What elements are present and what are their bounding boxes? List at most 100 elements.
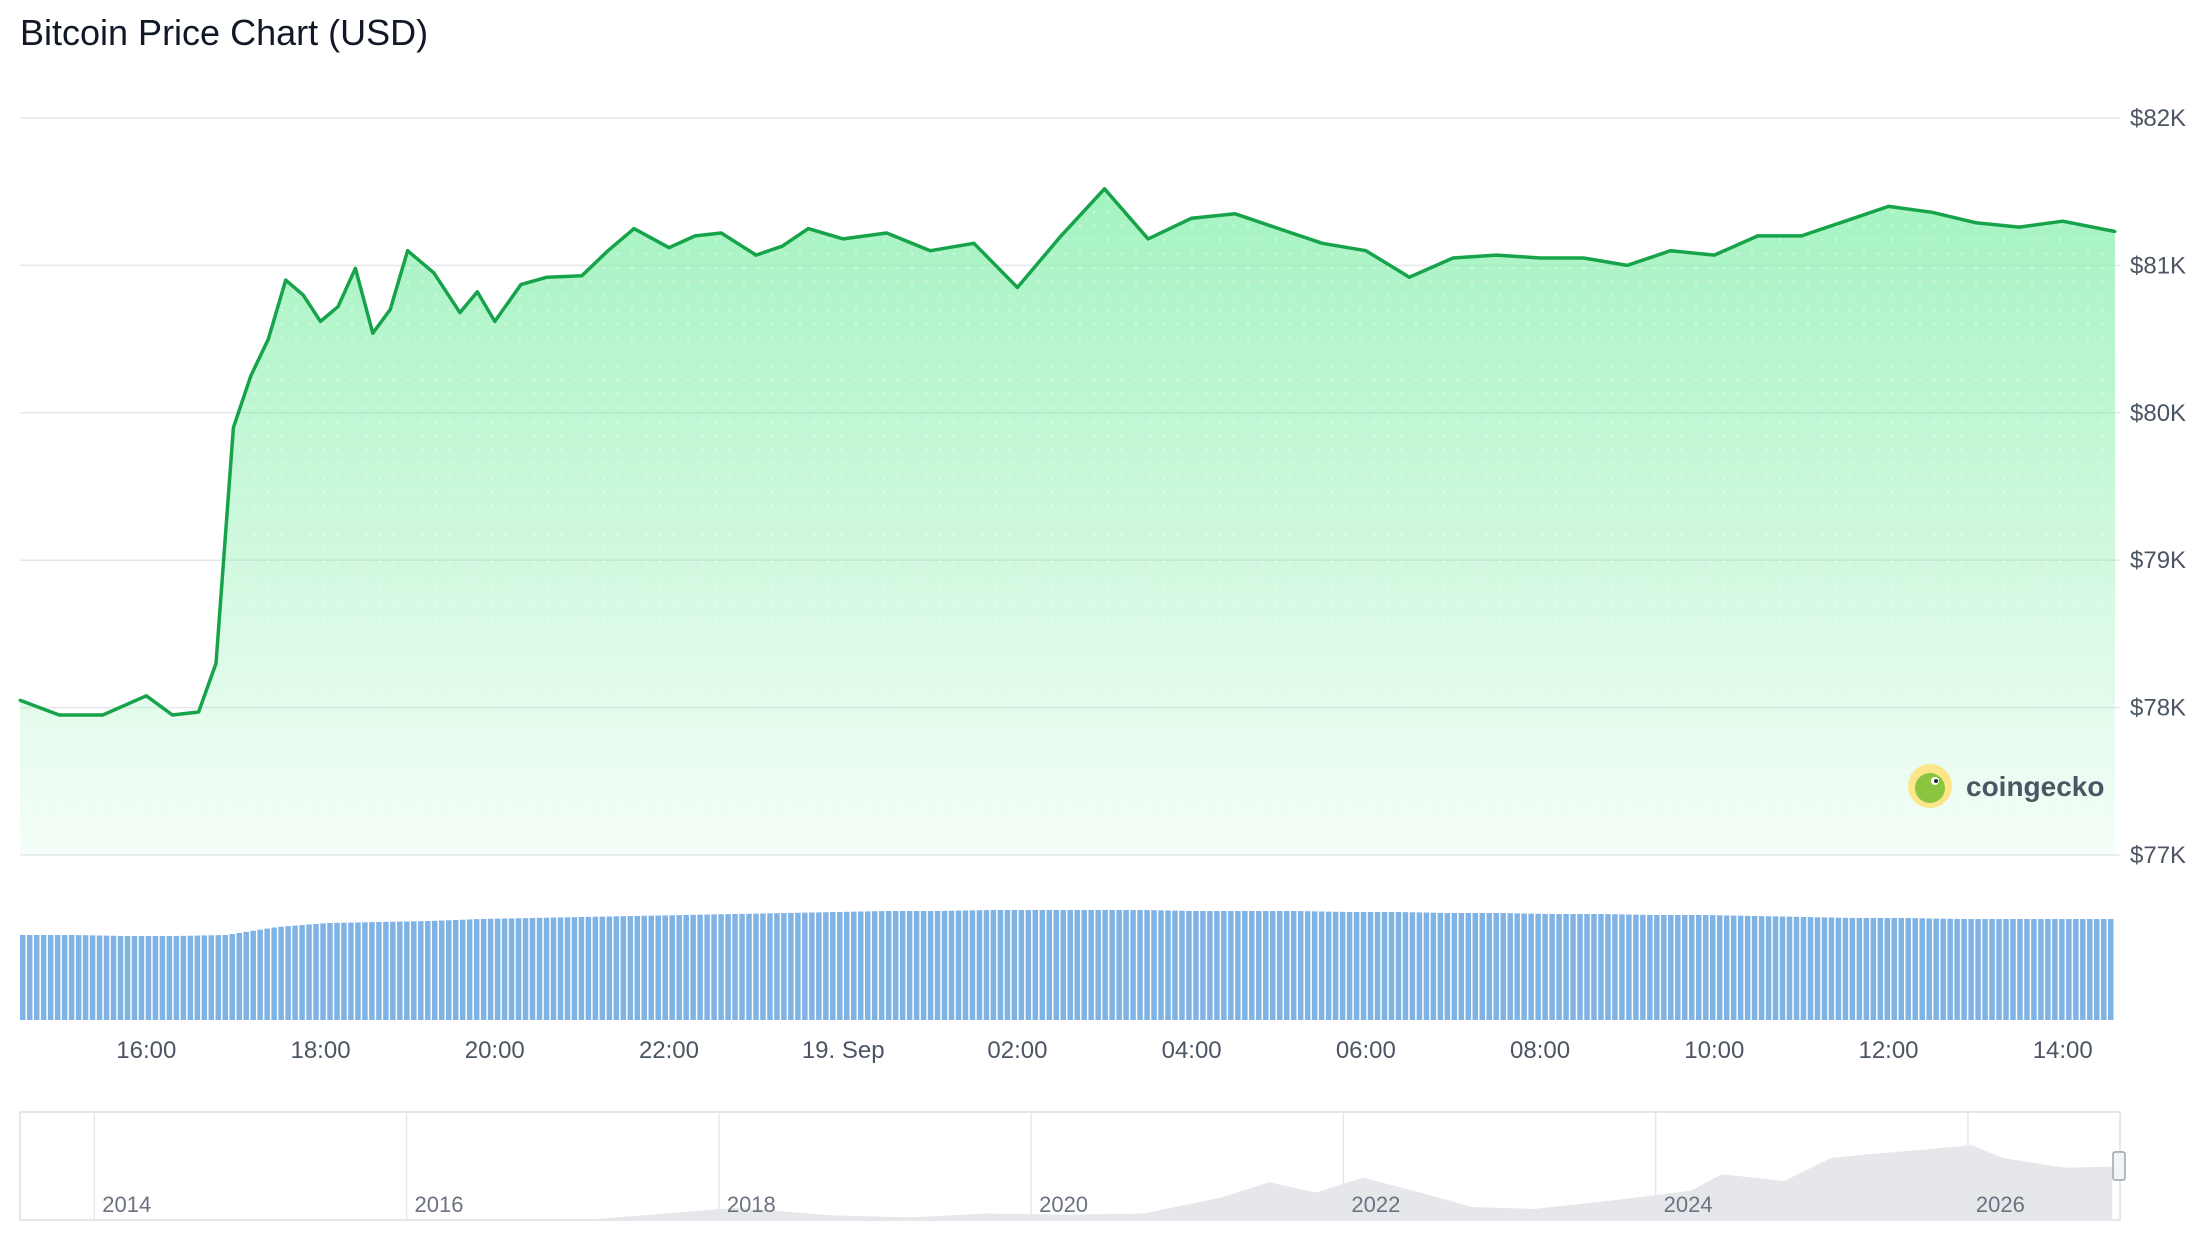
price-point [632,227,636,231]
volume-bar [732,914,738,1020]
volume-bar [1758,916,1765,1020]
volume-bar [299,925,305,1020]
price-point [1190,216,1194,220]
volume-bar [264,928,270,1020]
volume-bar [739,913,745,1020]
volume-bar [1046,910,1053,1020]
price-point [780,244,784,248]
price-point [972,241,976,245]
volume-bar [138,936,145,1020]
volume-bar [1228,911,1234,1020]
volume-bar [1633,914,1639,1020]
volume-bar [774,913,780,1020]
price-point [284,278,288,282]
volume-bar [1821,917,1828,1020]
price-point [580,274,584,278]
volume-bar [418,921,424,1020]
volume-bar [1730,915,1737,1020]
volume-bar [1591,914,1597,1020]
volume-bar [1158,910,1164,1020]
volume-bar [1940,918,1946,1020]
price-point [754,253,758,257]
price-point [841,237,845,241]
volume-bar [753,913,759,1020]
volume-bar [536,917,543,1020]
volume-bar [501,918,508,1020]
volume-bar [1130,910,1136,1020]
price-point [1364,249,1368,253]
volume-bar [1961,919,1967,1020]
volume-bar [425,921,431,1020]
volume-bar [1235,911,1241,1020]
y-axis: $77K $78K $79K $80K $81K $82K [2130,105,2186,869]
price-point [1059,234,1063,238]
volume-bar [1311,911,1318,1020]
volume-bar [334,922,340,1020]
navigator[interactable]: 2014 2016 2018 2020 2022 2024 2026 [19,1111,2126,1221]
volume-bar [1668,915,1674,1020]
price-point [101,713,105,717]
volume-bar [1374,912,1381,1020]
volume-bar [250,930,256,1020]
price-point [406,249,410,253]
x-tick-label: 10:00 [1684,1037,1744,1064]
price-area [18,187,2117,856]
volume-bar [1926,918,1932,1020]
volume-bar [2101,919,2107,1020]
volume-bar [1521,913,1527,1020]
volume-bar [1535,913,1541,1020]
volume-bar [369,922,375,1020]
volume-bar [851,911,857,1020]
volume-bar [1297,911,1304,1020]
price-point [432,271,436,275]
price-point [2061,219,2065,223]
volume-bar [439,920,445,1020]
volume-bar [1968,919,1974,1020]
volume-bar [473,919,480,1020]
volume-bar [257,929,263,1020]
volume-bar [26,935,33,1020]
volume-bar [1095,910,1101,1020]
volume-bar [1800,916,1807,1020]
volume-bar [557,917,564,1020]
volume-bar [1437,912,1444,1020]
navigator-handle[interactable] [2112,1151,2126,1181]
volume-bar [432,920,438,1020]
volume-bar [662,915,668,1020]
price-point [249,374,253,378]
price-point [1015,286,1019,290]
volume-bar [466,919,473,1020]
volume-bar [1304,911,1311,1020]
volume-bar [788,912,794,1020]
volume-bar [837,911,843,1020]
volume-bar [767,913,773,1020]
volume-bar [187,935,194,1020]
price-point [1582,256,1586,260]
volume-bar [1430,912,1437,1020]
volume-bar [634,915,641,1020]
volume-bar [445,920,452,1020]
volume-bar [292,925,298,1020]
volume-bar [948,910,955,1020]
volume-bar [1081,910,1087,1020]
price-point [266,337,270,341]
volume-bar [1982,919,1988,1020]
volume-bar [892,911,899,1020]
logo-text: coingecko [1966,771,2104,802]
volume-bar [75,935,82,1020]
gecko-icon-body [1915,773,1945,803]
price-point [1538,256,1542,260]
x-tick-label: 08:00 [1510,1037,1570,1064]
volume-bar [718,914,724,1020]
volume-bar [1863,918,1870,1020]
volume-bar [1905,918,1911,1020]
volume-bar [159,936,166,1020]
volume-bar [1737,915,1744,1020]
volume-bar [962,910,969,1020]
volume-bar [1018,910,1025,1020]
volume-bar [871,911,878,1020]
volume-bar [229,934,235,1020]
x-tick-label: 16:00 [116,1037,176,1064]
volume-bar [1444,912,1451,1020]
